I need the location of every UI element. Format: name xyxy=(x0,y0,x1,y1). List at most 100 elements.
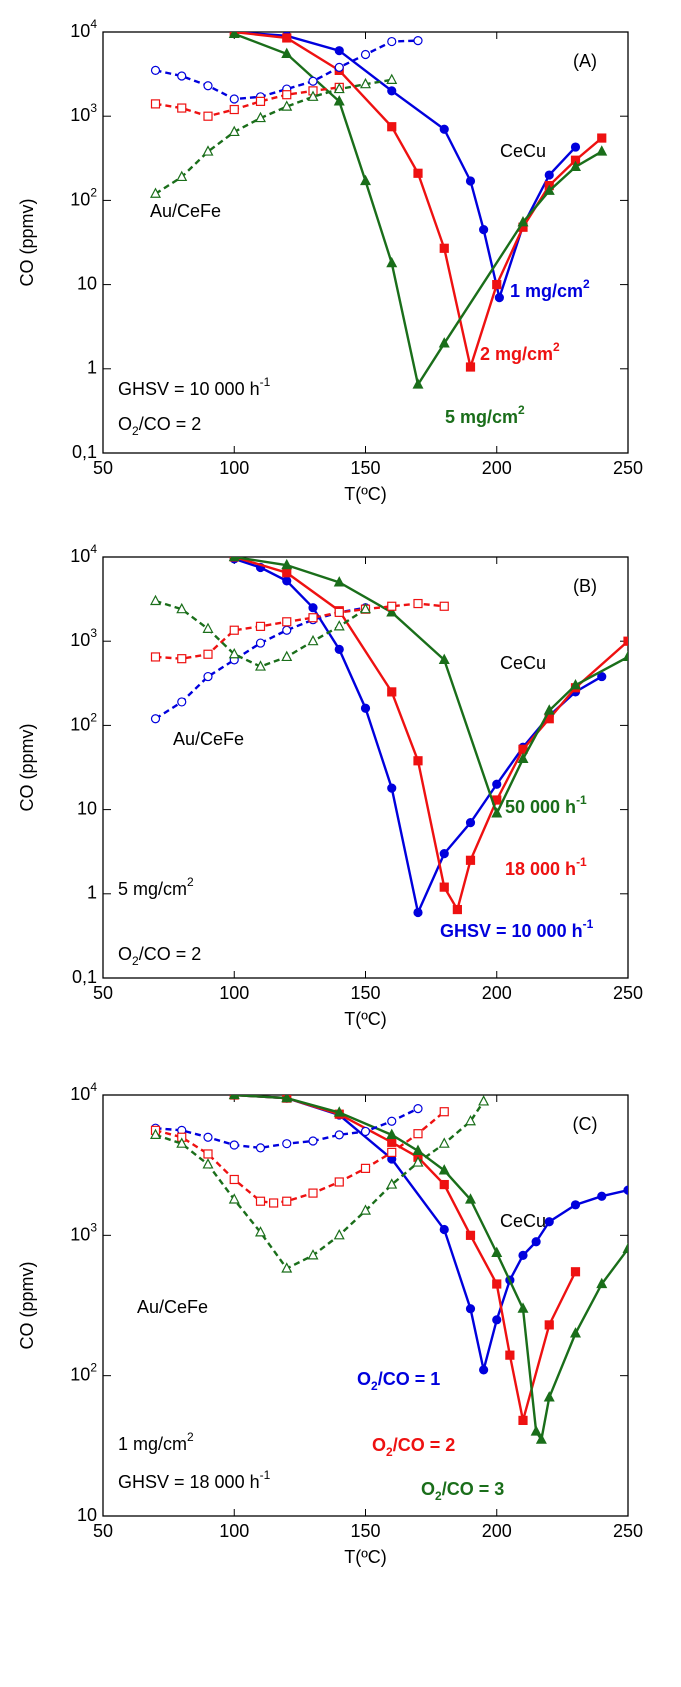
tick-base: 10 xyxy=(70,714,90,734)
marker xyxy=(203,111,213,121)
marker xyxy=(438,1164,450,1175)
marker xyxy=(535,1433,547,1444)
marker xyxy=(478,1095,490,1106)
marker xyxy=(386,1178,398,1189)
marker xyxy=(479,224,489,235)
marker xyxy=(282,568,292,578)
marker xyxy=(412,378,424,389)
annotation-part: -1 xyxy=(260,1468,271,1482)
x-axis-title: T(ºC) xyxy=(344,1547,387,1567)
y-axis-title: CO (ppmv) xyxy=(17,723,37,811)
series-line xyxy=(233,557,628,913)
marker xyxy=(452,904,462,915)
marker xyxy=(597,1191,607,1201)
marker xyxy=(544,1320,554,1330)
series-line xyxy=(155,1110,446,1205)
marker xyxy=(465,176,476,186)
annotation-part: O xyxy=(357,1369,371,1389)
marker xyxy=(413,756,423,766)
marker xyxy=(360,1204,371,1215)
marker xyxy=(491,1246,503,1257)
annotation-part: Au/CeFe xyxy=(173,729,244,749)
marker xyxy=(387,86,397,96)
marker xyxy=(255,96,266,106)
marker xyxy=(203,1132,213,1142)
annotation: O2/CO = 2 xyxy=(118,414,201,438)
marker xyxy=(622,650,628,662)
marker xyxy=(334,46,344,56)
marker xyxy=(465,1114,476,1126)
annotation: Au/CeFe xyxy=(150,201,221,221)
series-line xyxy=(234,32,577,303)
plot-frame xyxy=(102,1094,629,1517)
tick-exponent: 4 xyxy=(90,542,97,556)
annotation: GHSV = 18 000 h-1 xyxy=(118,1468,271,1492)
marker xyxy=(494,293,504,303)
marker xyxy=(281,47,293,58)
x-tick-label: 150 xyxy=(350,983,380,1003)
marker xyxy=(203,81,213,91)
marker xyxy=(282,90,292,100)
marker xyxy=(517,752,529,764)
annotation-part: 1 mg/cm xyxy=(510,281,583,301)
y-tick-label: 10 xyxy=(77,273,97,293)
marker xyxy=(228,1193,240,1204)
tick-base: 10 xyxy=(70,546,90,566)
annotation-part: 2 xyxy=(132,954,139,968)
marker xyxy=(387,687,397,697)
marker xyxy=(228,1095,240,1100)
y-tick-label: 10 xyxy=(77,1505,97,1525)
y-tick-label: 104 xyxy=(70,542,97,566)
series-line xyxy=(155,602,445,660)
x-tick-label: 250 xyxy=(613,458,643,478)
marker xyxy=(255,1226,266,1237)
y-axis-title: CO (ppmv) xyxy=(17,1261,37,1349)
annotation-part: 1 mg/cm xyxy=(118,1434,187,1454)
annotation-part: GHSV = 10 000 h xyxy=(118,379,260,399)
y-tick-label: 1 xyxy=(87,358,97,378)
marker xyxy=(596,145,608,156)
tick-base: 10 xyxy=(70,630,90,650)
marker xyxy=(570,160,581,171)
y-tick-label: 103 xyxy=(70,1221,97,1245)
plot-frame xyxy=(102,556,629,979)
annotation-part: 2 xyxy=(371,1379,378,1393)
marker xyxy=(439,243,449,253)
tick-base: 10 xyxy=(70,1364,90,1384)
tick-base: 0,1 xyxy=(72,442,97,462)
marker xyxy=(492,1279,502,1289)
marker xyxy=(176,170,188,182)
x-tick-label: 250 xyxy=(613,1521,643,1541)
marker xyxy=(228,557,240,562)
marker xyxy=(387,36,397,47)
marker xyxy=(492,779,502,789)
marker xyxy=(517,1302,529,1313)
y-tick-label: 104 xyxy=(70,1080,97,1104)
marker xyxy=(465,362,476,372)
tick-base: 10 xyxy=(70,1224,90,1244)
series-line xyxy=(154,78,392,195)
tick-base: 10 xyxy=(70,1084,90,1104)
y-tick-label: 103 xyxy=(70,101,97,125)
y-axis-title: CO (ppmv) xyxy=(17,198,37,286)
marker xyxy=(255,1143,266,1153)
y-tick-label: 0,1 xyxy=(72,442,97,462)
marker xyxy=(465,1193,476,1204)
marker xyxy=(229,1174,239,1185)
marker xyxy=(150,99,161,109)
marker xyxy=(229,625,239,635)
annotation: 1 mg/cm2 xyxy=(510,277,590,301)
marker xyxy=(438,653,450,664)
marker xyxy=(570,678,581,690)
tick-exponent: 4 xyxy=(90,1080,97,1094)
marker xyxy=(543,184,555,195)
marker xyxy=(492,1315,502,1325)
marker xyxy=(623,636,628,646)
tick-exponent: 2 xyxy=(90,186,97,200)
marker xyxy=(570,1327,581,1338)
series-line xyxy=(155,39,419,101)
marker xyxy=(505,1350,515,1360)
marker xyxy=(387,1116,397,1126)
marker xyxy=(203,1149,213,1159)
marker xyxy=(281,1095,293,1103)
